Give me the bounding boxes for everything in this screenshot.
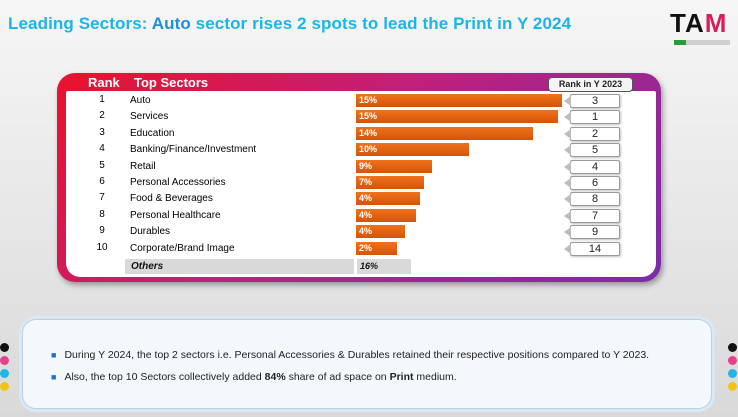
note-item-2: ■ Also, the top 10 Sectors collectively a… bbox=[51, 371, 457, 383]
notes-box: ■ During Y 2024, the top 2 sectors i.e. P… bbox=[22, 319, 712, 409]
rank-2023-cell: 1 bbox=[564, 110, 620, 125]
bullet-icon: ■ bbox=[51, 350, 57, 360]
page-title: Leading Sectors: Auto sector rises 2 spo… bbox=[8, 14, 571, 34]
rank-2023-cell: 9 bbox=[564, 225, 620, 240]
share-bar bbox=[356, 159, 432, 173]
share-label: 15% bbox=[359, 111, 378, 122]
header-rank: Rank bbox=[88, 75, 120, 90]
share-label: 4% bbox=[359, 193, 373, 204]
sector-name: Education bbox=[130, 127, 175, 139]
sector-name: Services bbox=[130, 111, 169, 123]
bullet-icon: ■ bbox=[51, 372, 57, 382]
share-label: 4% bbox=[359, 209, 373, 220]
rank-2023-cell: 6 bbox=[564, 176, 620, 190]
share-bar bbox=[356, 94, 562, 107]
sector-name: Personal Accessories bbox=[130, 177, 226, 188]
rank-cell: 5 bbox=[99, 159, 105, 171]
sector-name: Banking/Finance/Investment bbox=[130, 144, 257, 156]
tam-logo: TAM bbox=[670, 8, 732, 54]
rank-cell: 6 bbox=[99, 176, 105, 187]
decorative-dots-left bbox=[0, 343, 10, 395]
header-top-sectors: Top Sectors bbox=[134, 75, 209, 90]
share-bar bbox=[356, 192, 420, 206]
decorative-dots-right bbox=[728, 343, 738, 395]
others-value: 16% bbox=[357, 259, 411, 274]
share-label: 7% bbox=[359, 177, 373, 187]
rank-cell: 8 bbox=[99, 208, 105, 220]
note-item-1: ■ During Y 2024, the top 2 sectors i.e. P… bbox=[51, 349, 649, 361]
rank-cell: 10 bbox=[96, 241, 108, 253]
title-highlight: Auto bbox=[151, 14, 191, 33]
share-label: 10% bbox=[359, 144, 378, 155]
sector-name: Auto bbox=[130, 95, 151, 106]
sector-name: Durables bbox=[130, 226, 171, 238]
rank-2023-cell: 8 bbox=[564, 192, 620, 207]
rank-2023-cell: 2 bbox=[564, 126, 620, 141]
rank-2023-cell: 14 bbox=[564, 241, 620, 256]
rank-cell: 4 bbox=[99, 143, 105, 155]
share-bar bbox=[356, 225, 405, 239]
rank-cell: 3 bbox=[99, 126, 105, 138]
header-rank-2023: Rank in Y 2023 bbox=[548, 77, 633, 92]
others-label: Others bbox=[125, 259, 354, 274]
share-bar bbox=[356, 241, 397, 255]
rank-cell: 7 bbox=[99, 192, 105, 204]
rank-cell: 9 bbox=[99, 225, 105, 237]
share-label: 15% bbox=[359, 95, 378, 105]
note-2-bold-print: Print bbox=[389, 371, 414, 383]
rank-2023-cell: 4 bbox=[564, 159, 620, 174]
share-bar bbox=[356, 176, 424, 189]
note-text-1: During Y 2024, the top 2 sectors i.e. Pe… bbox=[64, 349, 650, 361]
share-bar bbox=[356, 208, 416, 222]
logo-accent: M bbox=[704, 8, 728, 38]
sector-name: Retail bbox=[130, 160, 156, 172]
sector-name: Corporate/Brand Image bbox=[130, 242, 235, 254]
logo-text: TA bbox=[670, 8, 705, 38]
title-part-1: Leading Sectors: bbox=[8, 14, 152, 33]
note-2-bold-percent: 84% bbox=[264, 371, 286, 383]
share-bar bbox=[356, 126, 533, 140]
title-part-3: sector rises 2 spots to lead the Print i… bbox=[190, 14, 572, 33]
rank-cell: 2 bbox=[99, 110, 105, 122]
share-label: 4% bbox=[359, 226, 373, 237]
logo-bar bbox=[674, 40, 730, 45]
share-label: 2% bbox=[359, 242, 373, 253]
rank-2023-cell: 7 bbox=[564, 208, 620, 223]
share-bar bbox=[356, 110, 558, 124]
rank-2023-cell: 3 bbox=[564, 94, 620, 108]
note-2-before: Also, the top 10 Sectors collectively ad… bbox=[64, 371, 265, 383]
note-2-middle: share of ad space on bbox=[285, 371, 390, 383]
sector-name: Food & Beverages bbox=[130, 193, 213, 205]
rank-cell: 1 bbox=[99, 94, 105, 105]
rank-2023-cell: 5 bbox=[564, 143, 620, 158]
sector-name: Personal Healthcare bbox=[130, 209, 221, 221]
note-2-after: medium. bbox=[413, 371, 457, 383]
share-label: 9% bbox=[359, 160, 373, 171]
share-label: 14% bbox=[359, 127, 378, 138]
share-bar bbox=[356, 143, 469, 157]
